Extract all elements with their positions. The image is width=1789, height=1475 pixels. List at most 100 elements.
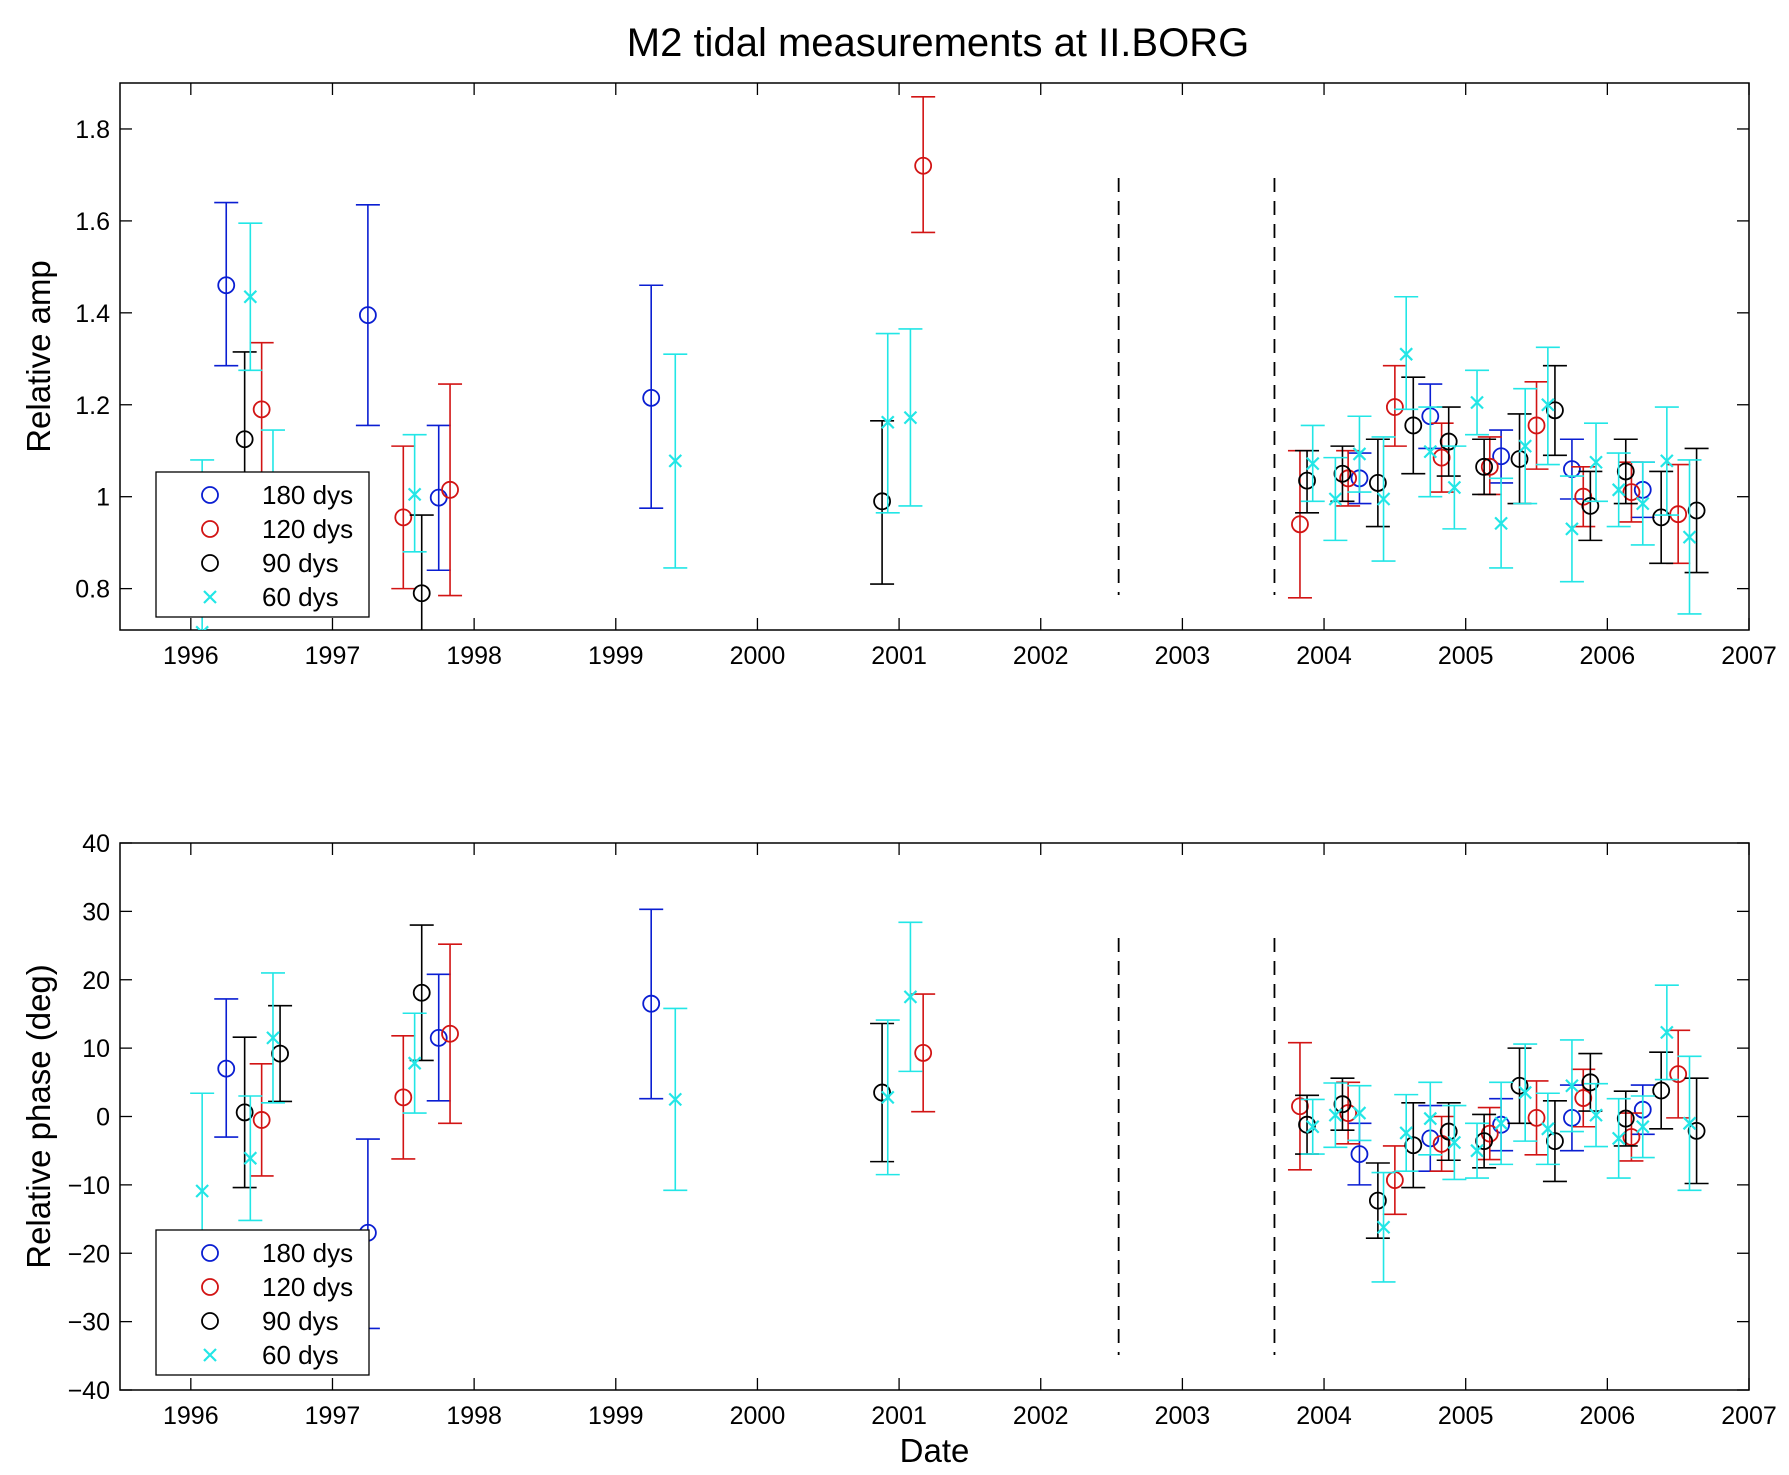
legend-marker: [203, 1348, 217, 1362]
data-point-circle: [914, 1044, 933, 1062]
data-point-cross: [1589, 455, 1603, 470]
data-point-circle: [1350, 1145, 1369, 1164]
legend-marker: [201, 520, 219, 538]
data-point-circle: [1333, 464, 1352, 483]
y-tick-label: 10: [82, 1035, 110, 1063]
x-tick-label: 2000: [730, 642, 786, 670]
data-point-cross: [1565, 1078, 1579, 1093]
data-point-cross: [266, 1031, 280, 1045]
data-point-cross: [243, 1151, 258, 1165]
data-point-cross: [1470, 395, 1484, 410]
data-point-circle: [1480, 457, 1499, 476]
legend-box: [155, 1229, 370, 1376]
y-axis-title: Relative amp: [20, 260, 57, 453]
data-point-cross: [1541, 397, 1555, 412]
data-area: [190, 95, 1709, 630]
y-tick-label: −20: [68, 1240, 110, 1268]
data-point-circle: [429, 1028, 448, 1047]
data-point-circle: [217, 276, 236, 295]
data-point-circle: [1687, 1121, 1706, 1140]
data-point-circle: [235, 430, 254, 449]
data-point-cross: [1376, 1220, 1391, 1235]
x-tick-label: 1997: [305, 1402, 361, 1430]
data-point-circle: [217, 1059, 236, 1078]
data-point-cross: [1494, 516, 1508, 531]
series-120-dys: [249, 95, 1691, 599]
y-tick-label: 0: [96, 1104, 110, 1132]
data-point-circle: [441, 1024, 459, 1043]
data-point-cross: [243, 289, 258, 304]
data-point-circle: [1339, 469, 1358, 488]
x-tick-label: 1999: [588, 642, 644, 670]
x-tick-label: 2001: [871, 642, 927, 670]
legend-label: 120 dys: [262, 514, 353, 544]
x-tick-label: 2007: [1721, 642, 1777, 670]
x-tick-label: 2006: [1580, 642, 1636, 670]
plot-frame: [119, 82, 1750, 631]
data-point-cross: [903, 410, 918, 425]
data-point-cross: [1494, 1116, 1508, 1131]
x-tick-label: 2007: [1721, 1402, 1777, 1430]
data-point-circle: [1475, 1132, 1494, 1151]
data-point-cross: [1518, 439, 1532, 453]
legend-label: 120 dys: [262, 1272, 353, 1302]
legend-marker: [201, 554, 219, 572]
y-tick-label: 1.4: [75, 300, 110, 328]
x-tick-label: 2002: [1013, 1402, 1069, 1430]
legend-label: 180 dys: [262, 1238, 353, 1268]
data-point-circle: [1298, 471, 1316, 490]
series-60-dys: [190, 921, 1702, 1290]
data-point-cross: [1660, 1025, 1674, 1040]
x-tick-label: 2004: [1296, 1402, 1352, 1430]
data-point-circle: [1546, 1132, 1564, 1151]
legend-marker: [201, 1244, 219, 1262]
data-point-cross: [407, 487, 422, 502]
data-point-cross: [880, 1090, 895, 1105]
legend-label: 180 dys: [262, 480, 353, 510]
data-point-cross: [1518, 1085, 1532, 1100]
x-tick-label: 2003: [1155, 1402, 1211, 1430]
y-tick-label: −30: [68, 1309, 110, 1337]
data-point-cross: [1423, 444, 1438, 459]
data-point-circle: [1616, 1109, 1635, 1128]
data-point-cross: [1328, 492, 1343, 506]
data-point-cross: [1352, 447, 1367, 461]
y-tick-label: 1.8: [75, 116, 110, 144]
legend-box: [155, 471, 370, 618]
data-point-circle: [642, 994, 661, 1013]
data-point-cross: [1399, 347, 1413, 361]
y-tick-label: −40: [68, 1377, 110, 1405]
data-point-cross: [1305, 1119, 1320, 1134]
data-point-cross: [668, 454, 683, 468]
data-point-circle: [1527, 416, 1546, 435]
data-point-circle: [1510, 1076, 1529, 1095]
x-tick-label: 1996: [163, 1402, 219, 1430]
data-point-cross: [1399, 1126, 1413, 1140]
data-point-cross: [1541, 1122, 1555, 1136]
legend-label: 60 dys: [262, 1340, 339, 1370]
data-point-circle: [1581, 496, 1600, 515]
data-point-cross: [407, 1056, 422, 1070]
legend-label: 90 dys: [262, 1306, 339, 1336]
x-tick-label: 2005: [1438, 1402, 1494, 1430]
data-point-circle: [1527, 1108, 1546, 1127]
data-point-cross: [195, 625, 209, 630]
legend: 180 dys 120 dys 90 dys 60 dys: [155, 471, 370, 618]
data-point-cross: [1635, 496, 1650, 511]
data-point-circle: [1475, 457, 1494, 476]
data-point-circle: [1652, 1081, 1671, 1100]
data-point-circle: [1574, 1089, 1593, 1107]
data-point-cross: [1328, 1108, 1343, 1122]
legend-marker: [201, 1278, 219, 1296]
y-tick-label: 40: [82, 830, 110, 858]
y-tick-label: 30: [82, 898, 110, 926]
data-point-cross: [903, 990, 918, 1004]
x-tick-label: 1996: [163, 642, 219, 670]
data-point-circle: [412, 584, 431, 603]
x-tick-label: 2002: [1013, 642, 1069, 670]
y-tick-label: 0.8: [75, 576, 110, 604]
data-point-cross: [1660, 454, 1674, 468]
x-tick-label: 2004: [1296, 642, 1352, 670]
